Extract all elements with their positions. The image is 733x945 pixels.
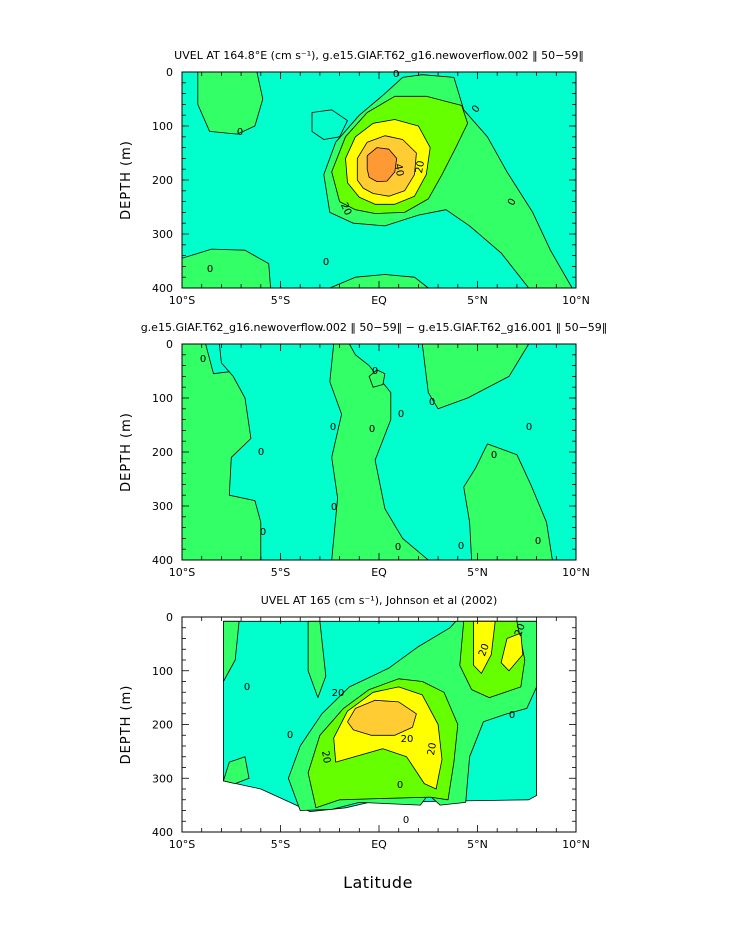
x-tick-label: 10°N [562, 566, 590, 579]
contour-fills [182, 72, 573, 288]
contour-label: 20 [414, 160, 427, 174]
y-tick-label: 0 [166, 66, 173, 79]
y-tick-label: 0 [166, 611, 173, 624]
contour-label: 0 [395, 542, 401, 553]
y-tick-label: 0 [166, 338, 173, 351]
y-tick-label: 300 [152, 500, 173, 513]
y-axis-label: DEPTH (m) [119, 412, 134, 492]
contour-label: 0 [372, 366, 378, 377]
contour-label: 0 [398, 409, 404, 420]
contour-region-c0 [197, 72, 264, 135]
y-tick-label: 400 [152, 826, 173, 839]
x-tick-label: 10°S [169, 294, 195, 307]
contour-region-c0 [307, 620, 327, 698]
contour-fills [205, 344, 576, 560]
y-tick-label: 200 [152, 446, 173, 459]
contour-region-c0 [222, 756, 250, 784]
contour-region-c0 [222, 620, 240, 682]
contour-label: 20 [338, 201, 353, 217]
contour-label: 20 [426, 742, 439, 756]
contour-label: 0 [244, 682, 250, 693]
x-tick-label: EQ [371, 294, 387, 307]
contour-region-neg [311, 109, 348, 140]
contour-region-neg [218, 344, 343, 560]
y-tick-label: 100 [152, 392, 173, 405]
contour-label: 0 [393, 69, 399, 80]
contour-label: 0 [403, 815, 409, 826]
panel-title: UVEL AT 165 (cm s⁻¹), Johnson et al (200… [261, 594, 498, 607]
x-tick-label: 10°N [562, 294, 590, 307]
contour-label: 0 [535, 536, 541, 547]
contour-label: 0 [458, 541, 464, 552]
x-tick-label: 5°S [271, 566, 290, 579]
contour-label: 0 [509, 710, 515, 721]
contour-label: 20 [513, 622, 528, 638]
contour-label: 0 [369, 424, 375, 435]
y-tick-label: 200 [152, 719, 173, 732]
contour-label: 0 [287, 730, 293, 741]
contour-label: 20 [319, 750, 332, 764]
contour-label: 0 [260, 527, 266, 538]
contour-label: 0 [397, 780, 403, 791]
contour-label: 0 [470, 103, 483, 115]
contour-label: 0 [491, 450, 497, 461]
contour-region-neg [348, 344, 576, 560]
contour-label: 0 [323, 257, 329, 268]
x-tick-label: 5°S [271, 838, 290, 851]
y-tick-label: 300 [152, 772, 173, 785]
contour-label: 0 [331, 502, 337, 513]
contour-fills [222, 620, 537, 812]
x-tick-label: EQ [371, 838, 387, 851]
x-tick-label: EQ [371, 566, 387, 579]
figure-x-label: Latitude [343, 873, 413, 892]
y-tick-label: 200 [152, 174, 173, 187]
y-tick-label: 300 [152, 228, 173, 241]
y-tick-label: 400 [152, 554, 173, 567]
contour-label: 0 [429, 397, 435, 408]
contour-label: 20 [477, 642, 492, 658]
contour-label: 0 [330, 422, 336, 433]
y-axis-label: DEPTH (m) [119, 685, 134, 765]
x-tick-label: 10°N [562, 838, 590, 851]
contour-label: 0 [237, 127, 243, 138]
contour-region-c20 [500, 632, 524, 672]
y-tick-label: 400 [152, 282, 173, 295]
y-tick-label: 100 [152, 665, 173, 678]
x-tick-label: 5°S [271, 294, 290, 307]
y-tick-label: 100 [152, 120, 173, 133]
panel-title: UVEL AT 164.8°E (cm s⁻¹), g.e15.GIAF.T62… [174, 49, 584, 62]
contour-label: 0 [207, 264, 213, 275]
x-tick-label: 10°S [169, 566, 195, 579]
panel-2: 10°S 5°S EQ 5°N 10°N 0 100 200 300 400 g.e15.GIAF.… [119, 321, 607, 579]
contour-label: 0 [258, 447, 264, 458]
x-tick-label: 5°N [467, 838, 488, 851]
contour-region-c20 [473, 620, 496, 674]
contour-region-c0 [368, 369, 386, 388]
x-tick-label: 5°N [467, 566, 488, 579]
contour-label: 0 [506, 197, 519, 208]
y-axis-label: DEPTH (m) [119, 140, 134, 220]
contour-label: 20 [332, 688, 345, 699]
contour-region-c0 [182, 248, 272, 288]
panel-title: g.e15.GIAF.T62_g16.newoverflow.002 ‖ 50−… [141, 321, 608, 334]
x-tick-label: 5°N [467, 294, 488, 307]
contour-region-c40 [366, 147, 398, 183]
contour-label: 0 [526, 422, 532, 433]
contour-label: 0 [200, 354, 206, 365]
contour-label: 40 [392, 163, 405, 177]
contour-label: 20 [401, 734, 414, 745]
contour-region-c30 [347, 699, 417, 736]
x-tick-label: 10°S [169, 838, 195, 851]
